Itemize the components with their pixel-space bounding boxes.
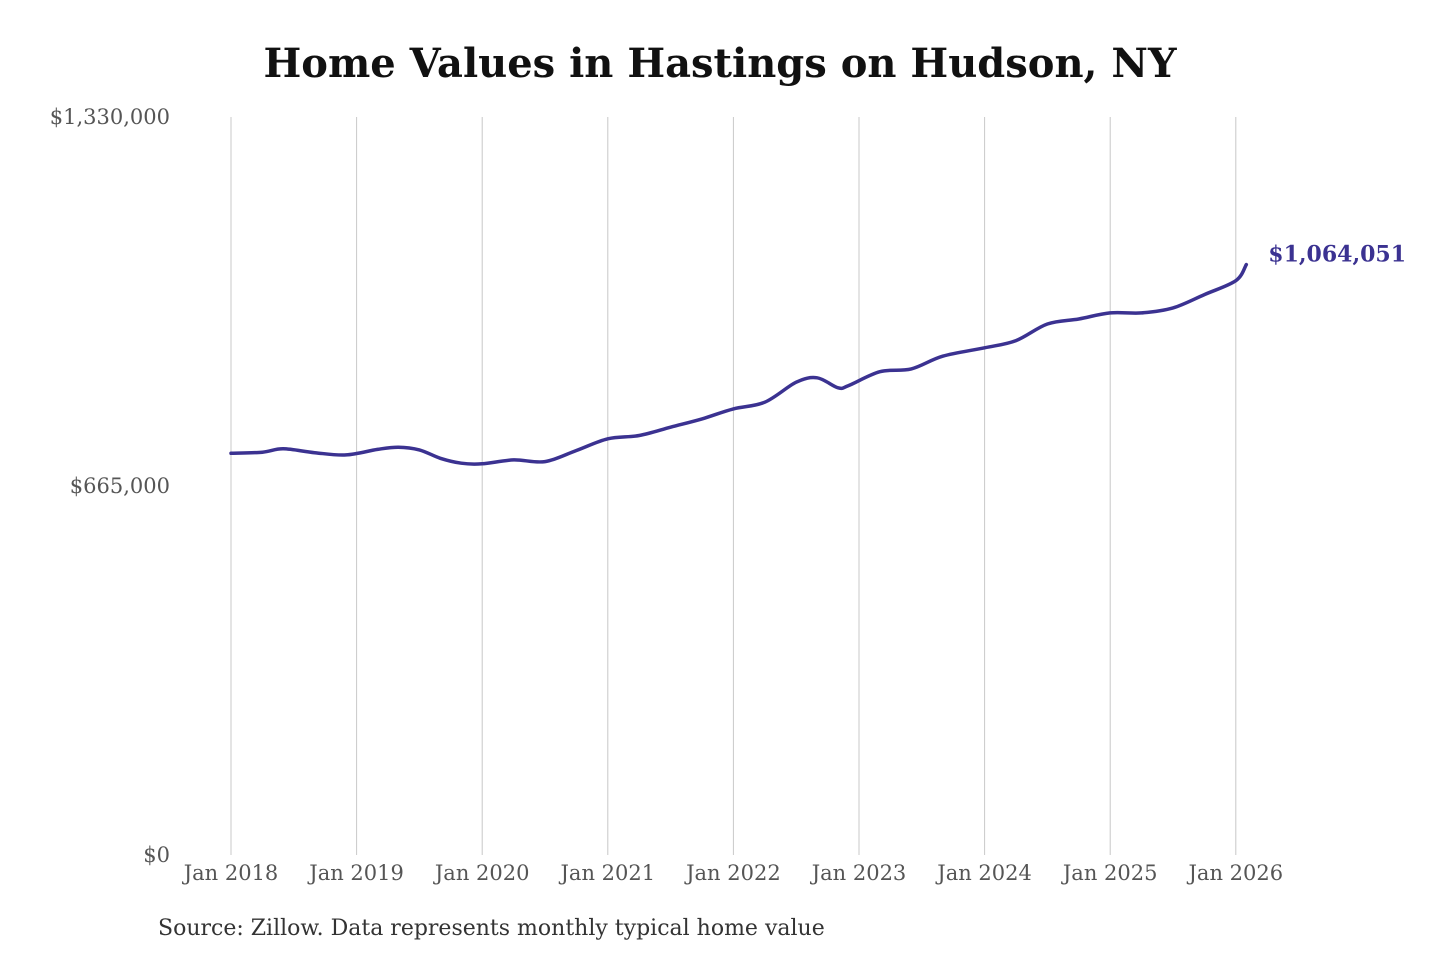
x-axis-ticks: Jan 2018 Jan 2019 Jan 2020 Jan 2021 Jan 2022… [182, 861, 1283, 885]
y-axis-ticks: $1,330,000 $665,000 $0 [50, 105, 170, 867]
x-tick-label: Jan 2025 [1061, 861, 1158, 885]
vertical-gridlines [230, 117, 1237, 855]
y-tick-label: $1,330,000 [50, 105, 170, 129]
x-tick-label: Jan 2023 [810, 861, 907, 885]
chart-title: Home Values in Hastings on Hudson, NY [263, 40, 1177, 87]
end-value-label: $1,064,051 [1268, 242, 1406, 268]
series-line [229, 262, 1249, 466]
y-tick-label: $665,000 [70, 474, 170, 498]
series-layer: $1,064,051 [229, 242, 1406, 466]
y-tick-label: $0 [143, 843, 170, 867]
source-note: Source: Zillow. Data represents monthly … [158, 916, 825, 941]
x-tick-label: Jan 2026 [1187, 861, 1284, 885]
x-tick-label: Jan 2024 [935, 861, 1032, 885]
x-tick-label: Jan 2021 [559, 861, 656, 885]
x-tick-label: Jan 2022 [684, 861, 781, 885]
x-tick-label: Jan 2019 [307, 861, 404, 885]
x-tick-label: Jan 2020 [433, 861, 530, 885]
x-tick-label: Jan 2018 [182, 861, 279, 885]
